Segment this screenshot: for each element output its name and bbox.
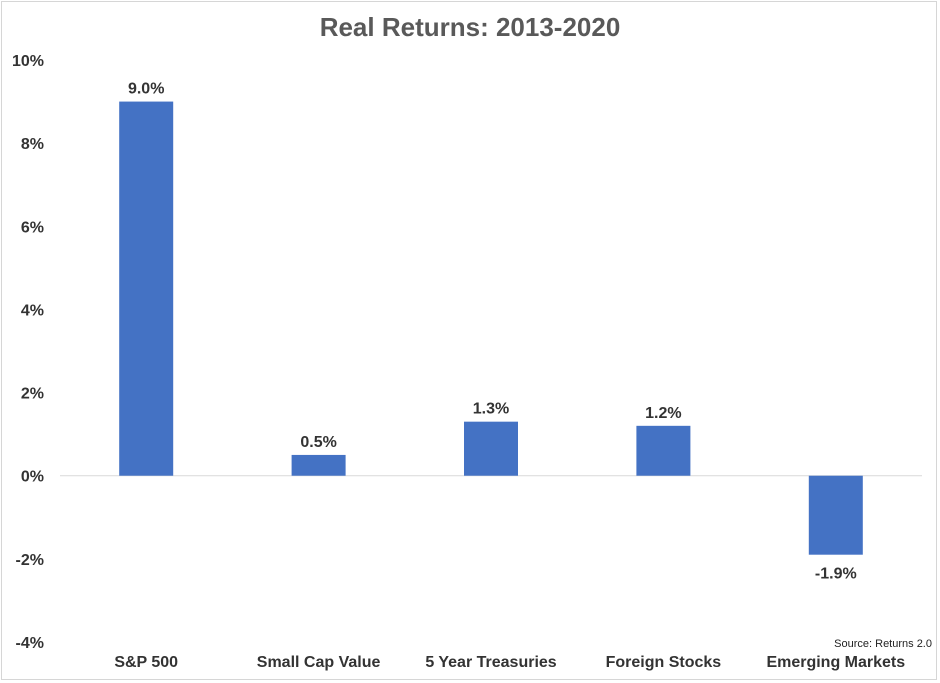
data-labels-group: 9.0% 0.5% 1.3% 1.2% -1.9%	[128, 81, 857, 583]
x-tick-label: S&P 500	[114, 654, 178, 671]
y-tick-label: 8%	[21, 136, 44, 153]
y-tick-label: 10%	[12, 53, 44, 70]
chart-title: Real Returns: 2013-2020	[320, 12, 621, 42]
y-tick-label: -2%	[16, 552, 44, 569]
x-tick-label: Small Cap Value	[257, 654, 381, 671]
data-label: 0.5%	[300, 434, 336, 451]
x-tick-label: Emerging Markets	[766, 654, 905, 671]
x-tick-label: 5 Year Treasuries	[425, 654, 556, 671]
data-label: 1.3%	[473, 401, 509, 418]
source-note: Source: Returns 2.0	[834, 638, 932, 650]
data-label: 9.0%	[128, 81, 164, 98]
y-tick-label: 6%	[21, 219, 44, 236]
y-tick-label: 0%	[21, 469, 44, 486]
bar	[636, 425, 691, 476]
x-axis-ticks: S&P 500 Small Cap Value 5 Year Treasuries F…	[114, 654, 905, 671]
bar	[464, 421, 518, 476]
x-tick-label: Foreign Stocks	[606, 654, 722, 671]
bar	[808, 475, 863, 555]
bars-group	[119, 101, 863, 555]
data-label: 1.2%	[645, 405, 681, 422]
y-axis-ticks: 10% 8% 6% 4% 2% 0% -2% -4%	[12, 53, 44, 652]
data-label: -1.9%	[815, 566, 857, 583]
bar	[119, 101, 174, 476]
bar	[291, 454, 346, 476]
y-tick-label: -4%	[16, 635, 44, 652]
y-tick-label: 4%	[21, 302, 44, 319]
y-tick-label: 2%	[21, 386, 44, 403]
